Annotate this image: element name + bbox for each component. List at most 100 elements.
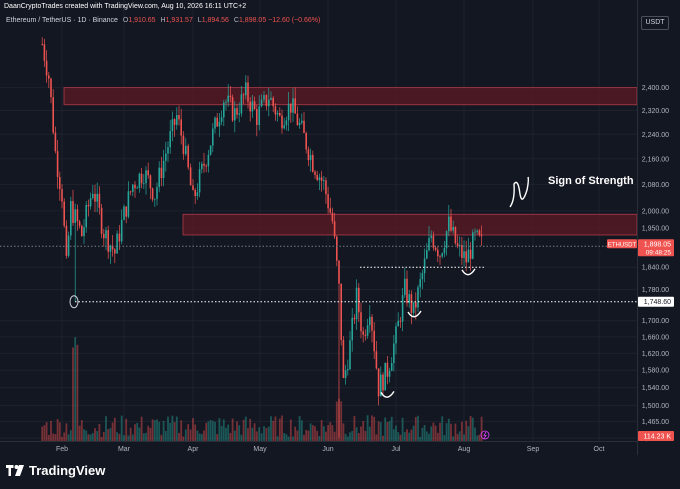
candle-body	[41, 44, 43, 45]
candle-body	[393, 343, 395, 364]
volume-bar	[371, 415, 373, 441]
candle-body	[465, 251, 467, 263]
volume-bar	[340, 401, 343, 441]
volume-bar	[436, 432, 439, 441]
time-tick-label: Sep	[527, 446, 540, 453]
volume-bar	[255, 431, 258, 441]
candle-body	[408, 294, 410, 304]
candle-body	[258, 106, 260, 125]
volume-bar	[129, 427, 132, 441]
volume-bar	[471, 417, 474, 441]
volume-bar	[403, 432, 406, 441]
volume-bar	[335, 401, 338, 441]
volume-bar	[127, 435, 130, 441]
volume-bar	[292, 436, 294, 441]
candle-body	[249, 101, 251, 112]
candle-body	[182, 135, 185, 155]
candle-body	[162, 160, 165, 178]
candle-body	[347, 369, 349, 371]
candle-body	[448, 216, 450, 232]
candle-body	[247, 82, 249, 102]
candle-body	[421, 273, 424, 280]
price-tick-label: 2,000.00	[642, 208, 669, 215]
volume-bar	[406, 429, 408, 441]
tradingview-logo[interactable]: TradingView	[6, 463, 105, 478]
price-axis[interactable]	[637, 0, 680, 455]
candle-body	[397, 320, 399, 327]
candle-body	[443, 248, 446, 254]
volume-bar	[69, 430, 72, 441]
candle-body	[426, 250, 428, 259]
volume-bar	[211, 420, 214, 441]
volume-bar	[382, 435, 384, 441]
volume-bar	[54, 434, 57, 441]
volume-bar	[83, 429, 85, 441]
candle-body	[371, 316, 373, 331]
symbol-badge	[607, 239, 637, 249]
volume-bar	[270, 416, 272, 441]
candle-body	[272, 98, 274, 107]
candle-body	[323, 180, 325, 182]
volume-bar	[316, 430, 319, 441]
candle-body	[456, 243, 459, 246]
volume-bar	[178, 432, 180, 441]
volume-bar	[149, 427, 152, 441]
candle-body	[54, 132, 57, 152]
volume-bar	[355, 427, 358, 441]
volume-bar	[388, 421, 391, 441]
currency-button[interactable]: USDT	[641, 16, 669, 30]
candle-body	[87, 204, 90, 207]
candle-body	[358, 287, 360, 313]
candle-body	[292, 98, 294, 113]
candle-body	[265, 95, 268, 107]
time-axis[interactable]	[0, 441, 637, 455]
candle-body	[245, 82, 247, 96]
candle-body	[96, 193, 98, 202]
candle-body	[145, 170, 147, 184]
time-tick-label: Jul	[392, 446, 401, 453]
price-tick-label: 1,465.00	[642, 419, 669, 426]
volume-bar	[351, 431, 354, 441]
volume-bar	[94, 428, 96, 441]
volume-bar	[384, 417, 387, 441]
candle-body	[404, 278, 406, 296]
volume-bar	[447, 418, 450, 441]
candle-body	[386, 362, 389, 377]
candle-body	[123, 206, 125, 220]
volume-bar	[231, 418, 234, 441]
volume-bar	[80, 420, 83, 441]
breakout-sketch	[509, 176, 530, 208]
volume-bar	[349, 432, 351, 441]
volume-bar	[289, 419, 292, 441]
volume-bar	[107, 429, 110, 441]
volume-bar	[171, 415, 174, 441]
volume-bar	[194, 424, 197, 441]
volume-bar	[98, 423, 101, 441]
candle-body	[467, 249, 470, 263]
candle-body	[270, 98, 272, 100]
footer	[0, 455, 680, 489]
candlesticks	[41, 37, 483, 438]
volume-bar	[452, 436, 455, 441]
candle-body	[212, 128, 214, 146]
volume-bar	[74, 337, 77, 441]
candle-body	[76, 209, 79, 222]
volume-bar	[353, 415, 356, 441]
volume-bar	[173, 422, 176, 441]
volume-bar	[360, 426, 362, 441]
candle-body	[384, 362, 386, 391]
candle-body	[238, 113, 240, 115]
candle-body	[158, 167, 160, 188]
candle-body	[178, 115, 180, 120]
volume-bar	[72, 347, 74, 441]
candle-body	[116, 233, 118, 254]
candle-body	[329, 208, 332, 213]
volume-bar	[274, 416, 277, 441]
candle-body	[301, 120, 303, 123]
candle-body	[231, 97, 234, 121]
volume-bar	[207, 421, 210, 441]
volume-bar	[200, 433, 203, 441]
volume-bar	[100, 436, 103, 441]
